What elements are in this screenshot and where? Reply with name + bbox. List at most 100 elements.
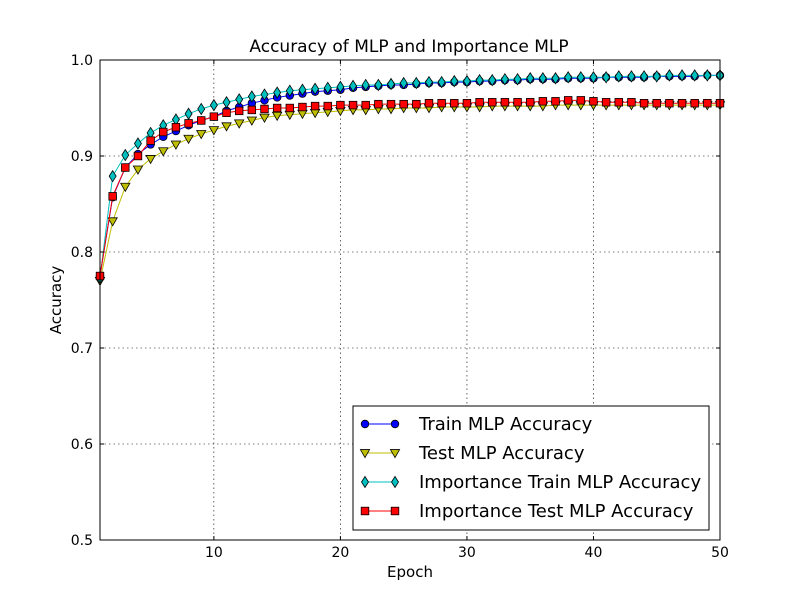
data-point [677,99,687,108]
series-line [99,99,720,277]
data-point [311,82,320,96]
data-point [526,98,535,107]
data-point [526,71,535,85]
data-point [652,70,661,83]
data-point [208,126,220,136]
data-point [361,78,370,92]
data-point [399,76,408,90]
legend-entry: Train MLP Accuracy [360,414,593,435]
y-tick-label: 0.8 [71,245,93,261]
legend-marker [359,449,371,459]
legend-entry: Importance Test MLP Accuracy [360,501,694,522]
y-axis-label: Accuracy [47,266,65,335]
data-point [271,111,283,122]
data-point [336,80,345,94]
x-tick-label: 40 [585,545,603,561]
x-tick-label: 10 [205,545,223,561]
data-point [235,93,244,106]
data-point [614,98,623,107]
data-point [233,119,245,129]
legend-box [352,405,710,531]
data-point [437,99,446,108]
data-point [323,81,332,95]
data-point [450,99,459,108]
data-point [183,134,194,145]
series-3 [96,69,724,285]
data-point [234,106,244,116]
legend: Train MLP Accuracy Test MLP Accuracy Impor… [352,405,710,531]
data-point [108,169,117,183]
data-point [551,97,560,106]
legend-marker [390,419,400,429]
data-point [563,96,573,105]
data-point [285,84,294,97]
data-point [374,78,383,92]
legend-marker [390,506,400,516]
data-point [576,71,585,84]
data-point [374,99,383,109]
data-point [222,95,231,109]
data-point [184,107,193,121]
axis-ticks: 10 20 30 40 50 0.5 0.6 0.7 0.8 0.9 1.0 [71,53,729,561]
data-point [246,116,258,126]
data-point [361,100,370,110]
series-line [99,104,720,281]
x-tick-label: 30 [458,545,476,561]
data-point [475,73,484,87]
data-point [298,83,307,97]
data-point [348,100,358,110]
data-point [690,99,699,108]
data-point [627,70,636,83]
data-point [247,90,256,103]
y-tick-label: 1.0 [71,53,93,69]
data-point [197,116,206,125]
data-point [589,71,598,84]
y-tick-label: 0.6 [71,437,93,453]
series-line [99,74,720,278]
data-point [678,69,687,82]
data-point [107,217,118,227]
data-point [120,182,131,193]
data-point [576,96,586,105]
data-point [310,101,320,111]
data-point [349,79,358,93]
data-point [424,99,434,108]
data-point [488,98,497,107]
data-point [500,72,509,86]
data-point [195,130,207,140]
data-point [462,99,472,108]
data-point [387,77,395,91]
data-point [133,137,142,150]
legend-entry: Test MLP Accuracy [359,443,585,464]
data-point [412,76,421,90]
data-point [121,163,130,172]
data-point [640,70,649,83]
data-point [614,70,623,83]
data-point [564,71,573,84]
data-point [259,113,270,124]
data-point [133,151,143,161]
series-group [94,69,726,287]
data-point [132,165,144,175]
data-point [336,100,345,110]
data-point [462,74,471,88]
x-tick-label: 50 [711,545,729,561]
data-point [108,192,117,201]
chart-title: Accuracy of MLP and Importance MLP [249,37,568,57]
data-point [551,71,560,85]
data-point [602,71,611,84]
data-point [209,98,218,112]
data-point [273,86,282,99]
series-4 [95,96,725,281]
data-point [627,98,636,107]
y-tick-label: 0.5 [71,533,93,549]
data-point [121,148,130,162]
data-point [703,69,712,82]
data-point [412,99,421,109]
data-point [222,108,231,117]
legend-label: Importance Train MLP Accuracy [419,472,701,493]
data-point [260,88,269,101]
legend-marker [360,506,370,516]
data-point [323,101,332,111]
data-point [513,72,522,86]
